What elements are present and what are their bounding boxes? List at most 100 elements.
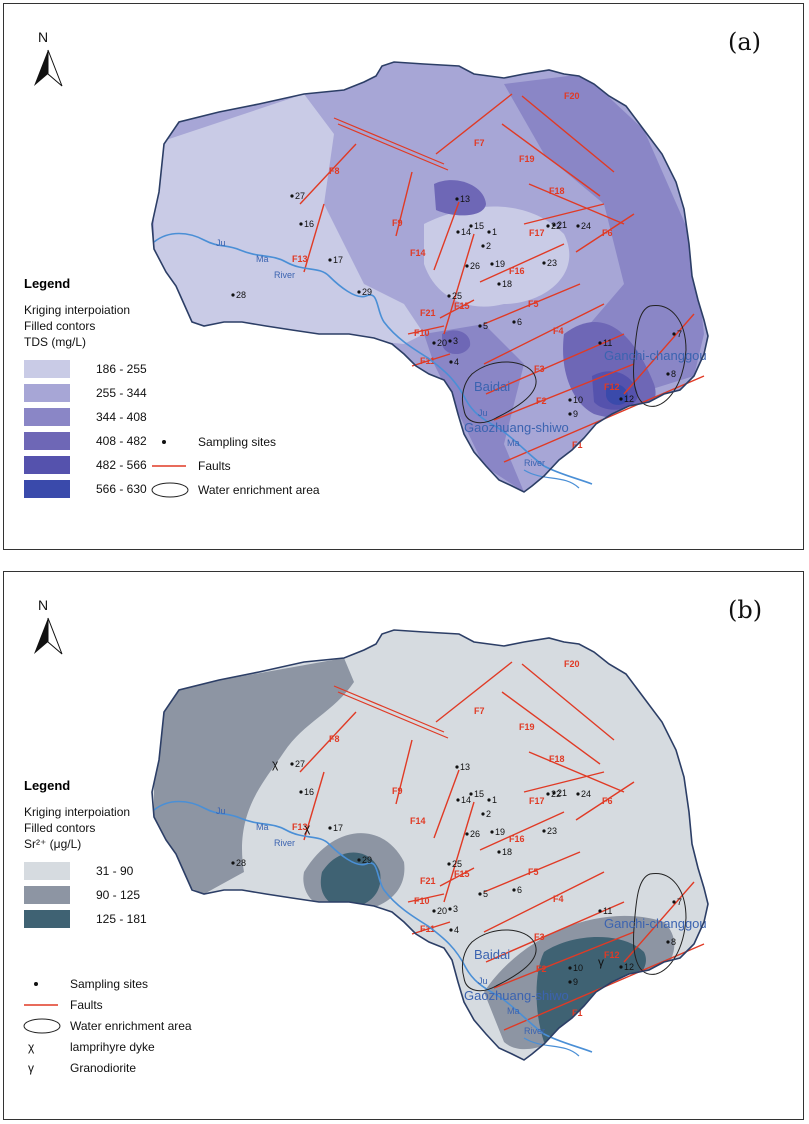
sampling-site-label-22: 22 [551,789,561,799]
sampling-site-label-17: 17 [333,255,343,265]
legend-title: Legend [24,778,70,793]
legend-swatch-2 [24,910,70,928]
sampling-site-2 [481,244,485,248]
fault-label-f17: F17 [529,796,545,806]
fault-line-f10 [407,325,445,335]
sampling-site-label-12: 12 [624,394,634,404]
legend-symbol-label-2: Water enrichment area [70,1019,192,1033]
sampling-site-label-18: 18 [502,279,512,289]
sampling-site-12 [619,965,623,969]
legend-water-area-icon [151,482,189,498]
sampling-site-22 [546,792,550,796]
fault-line-f4 [483,303,605,365]
sampling-site-label-19: 19 [495,259,505,269]
fault-label-f18: F18 [549,186,565,196]
legend-lamprophyre-icon: χ [28,1040,35,1054]
fault-label-f16: F16 [509,834,525,844]
sampling-site-26 [465,832,469,836]
fault-line-f7 [435,661,513,723]
sampling-site-15 [469,224,473,228]
sampling-site-17 [328,258,332,262]
fault-line-f16 [479,811,565,851]
fault-label-f9: F9 [392,218,403,228]
tds-zone-mid-south [424,324,524,492]
fault-line-f9 [395,739,413,805]
river-label-ma: Ma [256,254,269,264]
sampling-site-7 [672,900,676,904]
water-enrichment-area-baidai [461,929,537,992]
fault-label-f21: F21 [420,308,436,318]
sampling-site-label-8: 8 [671,369,676,379]
fault-label-f3: F3 [534,932,545,942]
fault-line-f13 [303,771,325,841]
sampling-site-label-5: 5 [483,321,488,331]
sampling-site-28 [231,293,235,297]
fault-label-f18: F18 [549,754,565,764]
sampling-site-label-11: 11 [603,906,612,916]
sampling-site-label-13: 13 [460,762,470,772]
sampling-site-3 [448,339,452,343]
sampling-site-label-9: 9 [573,409,578,419]
sampling-site-label-8: 8 [671,937,676,947]
sampling-site-24 [576,224,580,228]
sampling-site-22 [546,224,550,228]
legend-sampling-site-icon [34,982,38,986]
sampling-site-label-13: 13 [460,194,470,204]
study-area-boundary [151,61,709,493]
sampling-site-18 [497,850,501,854]
fault-line-f21 [439,867,475,887]
legend-class-label-4: 482 - 566 [96,458,147,472]
sampling-site-21 [552,791,556,795]
sampling-site-20 [432,909,436,913]
river-label-ma-2: Ma [507,1006,520,1016]
legend-water-area-icon [23,1018,61,1034]
sampling-site-23 [542,829,546,833]
fault-label-f10: F10 [414,328,430,338]
sampling-site-13 [455,765,459,769]
fault-label-f14: F14 [410,816,426,826]
river-label-ma-2: Ma [507,438,520,448]
fault-label-f6: F6 [602,228,613,238]
fault-line-double-a [333,117,445,165]
sampling-site-8 [666,940,670,944]
sampling-site-20 [432,341,436,345]
tds-map-panel: F7 F20 F19 F18 F17 F6 F8 F9 F13 F14 F16 F5 F15 F21 F4 F… [3,3,804,550]
sampling-site-6 [512,888,516,892]
fault-label-f9: F9 [392,786,403,796]
sampling-site-label-24: 24 [581,789,591,799]
fault-label-f19: F19 [519,722,535,732]
sampling-site-5 [478,892,482,896]
sampling-site-16 [299,222,303,226]
sampling-site-label-4: 4 [454,357,459,367]
sampling-site-label-29: 29 [362,855,372,865]
fault-label-f20: F20 [564,91,580,101]
fault-line-f5 [483,283,581,325]
fault-label-f6: F6 [602,796,613,806]
sampling-site-19 [490,262,494,266]
fault-line-f13 [303,203,325,273]
fault-line-f4 [483,871,605,933]
tds-zone-high-site3 [442,330,471,355]
fault-line-f15 [443,801,475,903]
fault-label-f11: F11 [420,356,435,366]
sampling-site-label-1: 1 [492,795,497,805]
sampling-site-label-24: 24 [581,221,591,231]
legend-class-label-0: 186 - 255 [96,362,147,376]
sampling-site-label-11: 11 [603,338,612,348]
granodiorite-icon: γ [598,955,604,969]
fault-line-f19 [501,123,601,197]
fault-line-f5 [483,851,581,893]
legend-swatch-0 [24,360,70,378]
legend-method: Kriging interpoiation [24,303,130,317]
sampling-site-label-27: 27 [295,191,305,201]
tds-zone-high-north [434,180,486,216]
fault-label-f8: F8 [329,734,340,744]
sampling-site-label-3: 3 [453,336,458,346]
north-arrow-icon-right [47,617,63,655]
legend-swatch-1 [24,886,70,904]
lamprophyre-dyke-icon-2: χ [304,821,311,835]
north-arrow-icon-right [47,49,63,87]
sampling-site-18 [497,282,501,286]
fault-label-f19: F19 [519,154,535,164]
